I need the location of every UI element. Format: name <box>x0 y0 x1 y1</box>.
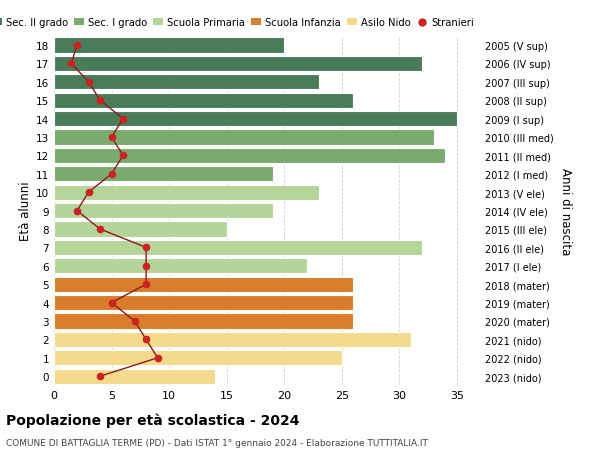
Text: Popolazione per età scolastica - 2024: Popolazione per età scolastica - 2024 <box>6 413 299 428</box>
Legend: Sec. II grado, Sec. I grado, Scuola Primaria, Scuola Infanzia, Asilo Nido, Stran: Sec. II grado, Sec. I grado, Scuola Prim… <box>0 18 474 28</box>
Bar <box>54 314 353 329</box>
Bar <box>54 241 422 255</box>
Bar <box>54 332 411 347</box>
Bar <box>54 167 273 182</box>
Bar <box>54 296 353 310</box>
Bar <box>54 204 273 218</box>
Bar <box>54 130 434 145</box>
Bar <box>54 277 353 292</box>
Bar <box>54 185 319 200</box>
Bar <box>54 39 284 53</box>
Bar <box>54 112 457 127</box>
Bar <box>54 75 319 90</box>
Y-axis label: Età alunni: Età alunni <box>19 181 32 241</box>
Bar <box>54 351 342 365</box>
Bar <box>54 369 215 384</box>
Bar <box>54 259 307 274</box>
Bar <box>54 57 422 72</box>
Y-axis label: Anni di nascita: Anni di nascita <box>559 168 572 255</box>
Bar <box>54 94 353 108</box>
Bar <box>54 149 445 163</box>
Bar <box>54 222 227 237</box>
Text: COMUNE DI BATTAGLIA TERME (PD) - Dati ISTAT 1° gennaio 2024 - Elaborazione TUTTI: COMUNE DI BATTAGLIA TERME (PD) - Dati IS… <box>6 438 428 448</box>
